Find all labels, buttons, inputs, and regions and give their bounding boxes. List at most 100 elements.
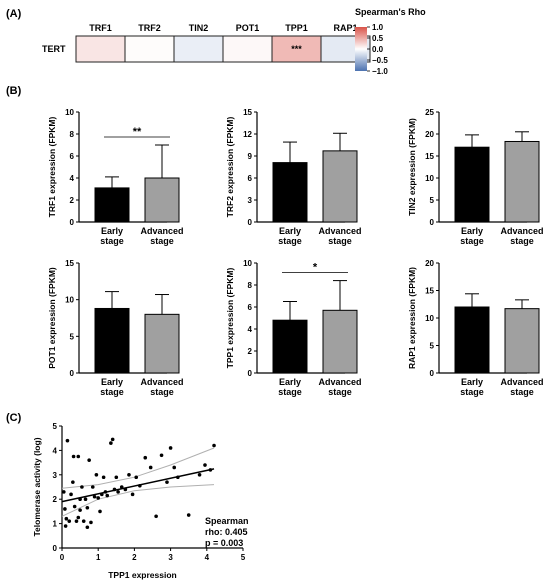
- scatter-point: [69, 492, 73, 497]
- y-tick-label: 6: [248, 303, 253, 312]
- bar-chart-5: 0 2 4 6 8 10 TPP1 expression (FPKM) Early stage A…: [225, 259, 362, 397]
- y-tick-label: 6: [248, 174, 253, 183]
- scatter-point: [63, 524, 68, 528]
- y-tick-label: 2: [53, 495, 58, 504]
- heatmap-column-labels: TRF1 TRF2 TIN2 POT1 TPP1 RAP1: [89, 23, 357, 33]
- scatter-point: [71, 454, 76, 459]
- bar: [272, 319, 308, 374]
- x-category-label: Early stage: [278, 226, 302, 246]
- y-tick-label: 0: [430, 369, 435, 378]
- scatter-point: [94, 473, 99, 477]
- y-tick-label: 4: [248, 325, 253, 334]
- y-tick-label: 4: [53, 446, 58, 455]
- heatmap-cell: [75, 35, 126, 63]
- panel-label-c: (C): [6, 412, 22, 424]
- heatmap-cells: ***: [75, 35, 371, 63]
- bar: [144, 313, 180, 374]
- correlation-annotation: rho: 0.405: [205, 527, 248, 537]
- bar-chart-4: 0 5 10 15 POT1 expression (FPKM) Early stage Ad…: [47, 259, 184, 397]
- significance-marker: *: [313, 262, 318, 274]
- x-category-label: Early stage: [460, 226, 484, 246]
- scatter-point: [67, 519, 72, 523]
- colorbar-tick-label: 1.0: [372, 23, 384, 32]
- y-tick-label: 10: [425, 314, 434, 323]
- scatter-panel: 0 1 2 3 4 5 0 1 2 3 4 5 TPP1 expression Telomerase ac…: [32, 422, 249, 580]
- y-tick-label: 3: [248, 196, 253, 205]
- x-tick-label: 2: [132, 553, 137, 562]
- x-category-label: Advanced stage: [140, 377, 183, 397]
- heatmap-column-label: TIN2: [189, 23, 209, 33]
- y-tick-label: 15: [425, 152, 434, 161]
- y-tick-label: 9: [248, 152, 253, 161]
- heatmap-cell-annotation: ***: [291, 44, 302, 54]
- y-tick-label: 0: [53, 544, 58, 553]
- colorbar-tick-label: 0.0: [372, 45, 384, 54]
- y-tick-label: 8: [70, 130, 75, 139]
- x-category-label: Advanced stage: [500, 377, 543, 397]
- scatter-point: [165, 480, 169, 484]
- scatter-point: [134, 475, 139, 480]
- x-category-label: Early stage: [100, 377, 124, 397]
- x-category-label: Advanced stage: [500, 226, 543, 246]
- y-tick-label: 5: [53, 422, 58, 431]
- bar: [504, 308, 540, 374]
- scatter-point: [81, 519, 86, 523]
- y-tick-label: 5: [430, 342, 435, 351]
- y-tick-label: 20: [425, 259, 434, 268]
- y-tick-label: 0: [70, 369, 75, 378]
- heatmap-panel: TERT *** TRF1 TRF2 TIN2 POT1 TPP1 RAP1 Spearm…: [42, 7, 426, 76]
- x-tick-label: 1: [96, 553, 101, 562]
- confidence-band-upper: [61, 447, 215, 489]
- y-axis-label: TRF1 expression (FPKM): [47, 117, 57, 218]
- scatter-point: [83, 497, 88, 502]
- y-axis-label: POT1 expression (FPKM): [47, 267, 57, 369]
- scatter-point: [71, 480, 75, 484]
- scatter-point: [105, 493, 110, 498]
- y-tick-label: 0: [248, 218, 253, 227]
- scatter-point: [65, 438, 70, 443]
- x-category-label: Advanced stage: [140, 226, 183, 246]
- scatter-point: [130, 492, 135, 497]
- bar: [454, 146, 490, 223]
- scatter-point: [148, 465, 153, 470]
- bar-chart-6: 0 5 10 15 20 RAP1 expression (FPKM) Early stage…: [407, 259, 544, 397]
- y-tick-label: 2: [248, 347, 253, 356]
- x-category-label: Early stage: [460, 377, 484, 397]
- x-category-label: Early stage: [100, 226, 124, 246]
- scatter-point: [186, 513, 191, 517]
- scatter-point: [127, 473, 131, 477]
- y-tick-label: 4: [70, 174, 75, 183]
- scatter-point: [64, 516, 69, 521]
- y-tick-label: 0: [430, 218, 435, 227]
- y-tick-label: 15: [243, 108, 252, 117]
- y-tick-label: 20: [425, 130, 434, 139]
- heatmap-column-label: TRF2: [138, 23, 161, 33]
- heatmap-column-label: POT1: [236, 23, 260, 33]
- scatter-point: [109, 441, 113, 445]
- correlation-annotation: Spearman: [205, 516, 249, 526]
- bar: [322, 150, 358, 223]
- bar: [504, 140, 540, 223]
- y-tick-label: 8: [248, 281, 253, 290]
- significance-marker: **: [133, 126, 142, 138]
- bar-chart-1: 0 2 4 6 8 10 TRF1 expression (FPKM) Early stage A…: [47, 108, 184, 246]
- scatter-point: [110, 437, 115, 442]
- y-tick-label: 6: [70, 152, 75, 161]
- colorbar-ticks: 1.0 0.5 0.0 −0.5 −1.0: [367, 23, 388, 76]
- y-tick-label: 12: [243, 130, 252, 139]
- correlation-annotation: p = 0.003: [205, 538, 243, 548]
- heatmap-column-label: TPP1: [285, 23, 308, 33]
- heatmap-cell: [173, 35, 224, 63]
- bar: [322, 309, 358, 374]
- scatter-point: [154, 514, 158, 519]
- heatmap-row-label: TERT: [42, 44, 66, 54]
- scatter-point: [168, 446, 173, 450]
- x-tick-label: 0: [60, 553, 65, 562]
- scatter-point: [96, 496, 100, 500]
- y-tick-label: 25: [425, 108, 434, 117]
- scatter-point: [172, 465, 177, 470]
- y-axis-label: RAP1 expression (FPKM): [407, 267, 417, 369]
- bar: [454, 306, 490, 374]
- scatter-point: [72, 504, 77, 509]
